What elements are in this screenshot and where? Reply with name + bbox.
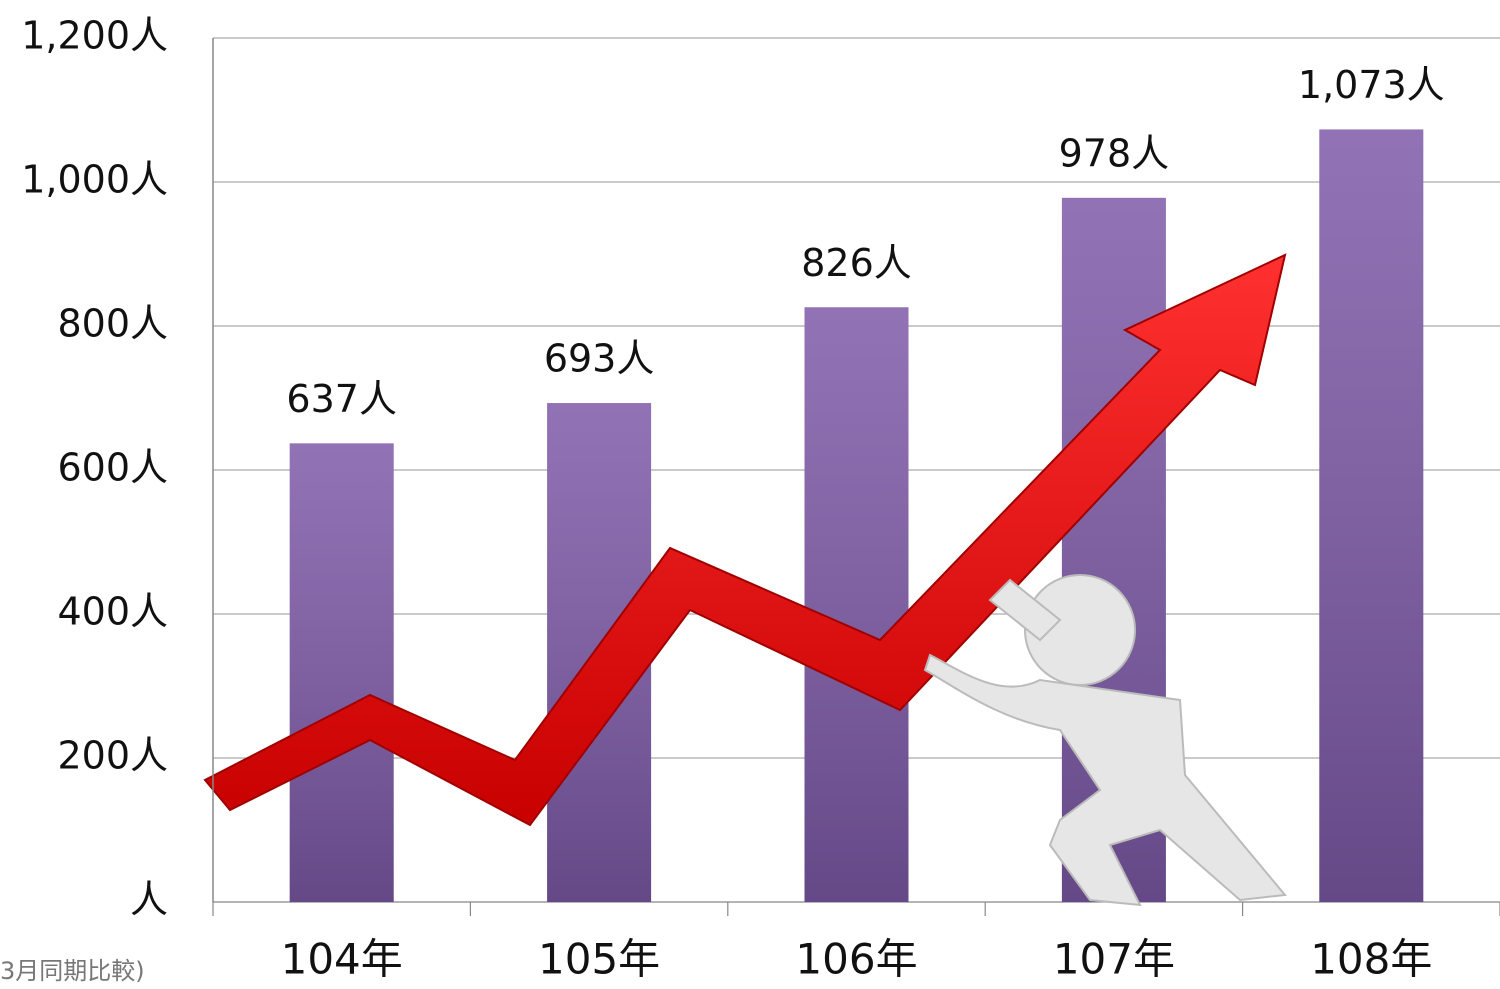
- y-tick-label: 人: [130, 878, 168, 922]
- y-tick-label: 600人: [57, 446, 168, 490]
- footnote: 3月同期比較): [0, 957, 145, 985]
- bar-shade: [290, 443, 394, 902]
- value-label: 826人: [801, 241, 912, 285]
- y-tick-label: 200人: [57, 734, 168, 778]
- figure-body: [925, 655, 1285, 905]
- y-tick-label: 400人: [57, 590, 168, 634]
- bar-shade: [1319, 129, 1423, 902]
- x-tick-label: 104年: [281, 935, 403, 984]
- x-tick-label: 108年: [1310, 935, 1432, 984]
- x-tick-label: 106年: [795, 935, 917, 984]
- value-label: 693人: [544, 337, 655, 381]
- y-tick-label: 800人: [57, 302, 168, 346]
- bar-shade: [805, 307, 909, 902]
- value-label: 978人: [1059, 131, 1170, 175]
- chart: 3月同期比較) 人 200人 400人 600人 800人 1,000人 1,200人 104…: [0, 0, 1500, 989]
- value-label: 637人: [286, 377, 397, 421]
- y-tick-label: 1,200人: [21, 14, 168, 58]
- x-tick-label: 105年: [538, 935, 660, 984]
- x-tick-label: 107年: [1053, 935, 1175, 984]
- value-label: 1,073人: [1298, 63, 1445, 107]
- y-tick-label: 1,000人: [21, 158, 168, 202]
